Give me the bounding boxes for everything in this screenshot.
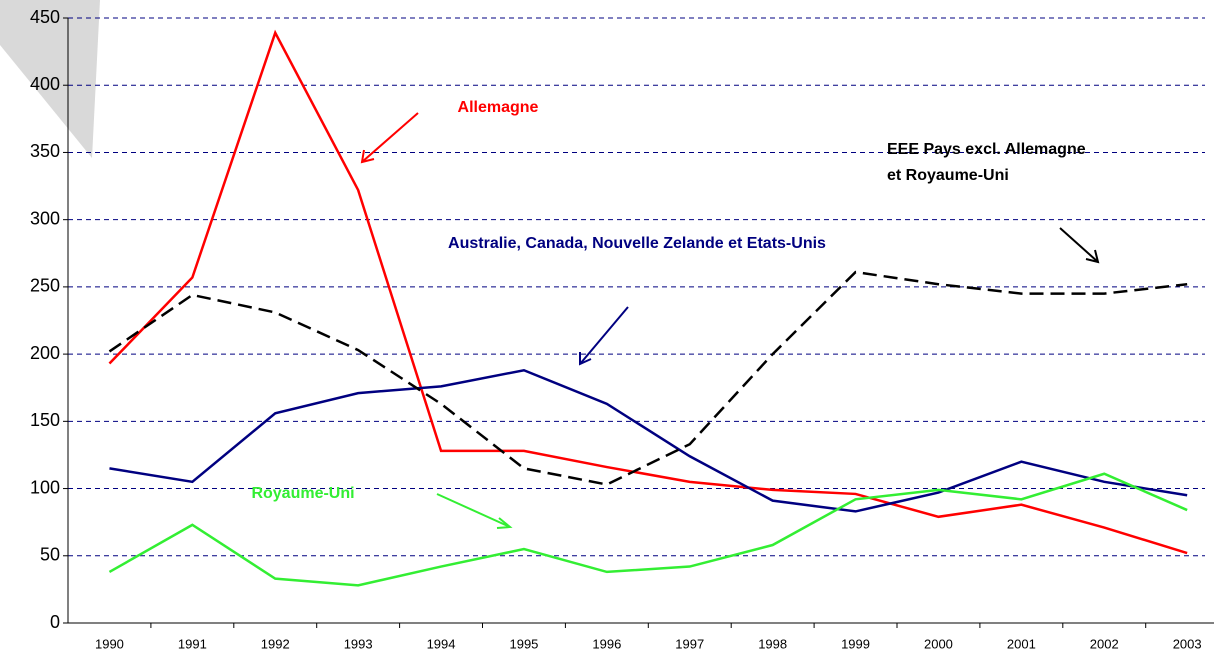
y-tick-label: 400	[30, 74, 60, 94]
arrows	[360, 112, 1100, 529]
y-tick-label: 150	[30, 410, 60, 430]
arrow	[1059, 227, 1100, 264]
x-tick-label: 1995	[509, 636, 538, 651]
x-tick-label: 1993	[344, 636, 373, 651]
series-label: Allemagne	[457, 99, 539, 116]
y-tick-label: 50	[40, 545, 60, 565]
series-line	[109, 368, 1188, 513]
x-tick-label: 1994	[427, 636, 456, 651]
x-tick-label: 1996	[592, 636, 621, 651]
arrow	[360, 112, 419, 164]
y-tick-label: 450	[30, 7, 60, 27]
y-tick-label: 0	[50, 612, 60, 632]
x-tick-label: 2002	[1090, 636, 1119, 651]
x-tick-label: 1990	[95, 636, 124, 651]
x-tick-label: 1999	[841, 636, 870, 651]
x-tick-label: 1997	[675, 636, 704, 651]
series-label: Australie, Canada, Nouvelle Zelande et E…	[448, 235, 826, 252]
arrow	[579, 306, 629, 366]
x-tick-label: 2003	[1173, 636, 1202, 651]
series-line	[108, 270, 1188, 486]
x-tick-label: 1992	[261, 636, 290, 651]
series-label: EEE Pays excl. Allemagne et Royaume-Uni	[887, 141, 1086, 184]
series-line	[108, 29, 1188, 555]
series-line	[108, 472, 1188, 587]
y-tick-label: 300	[30, 208, 60, 228]
x-tick-label: 2000	[924, 636, 953, 651]
y-tick-label: 350	[30, 141, 60, 161]
x-tick-label: 1998	[758, 636, 787, 651]
arrow	[436, 493, 513, 529]
y-tick-label: 200	[30, 343, 60, 363]
decoration	[0, 0, 100, 158]
x-tick-label: 2001	[1007, 636, 1036, 651]
series-label: Royaume-Uni	[251, 485, 355, 502]
y-tick-label: 100	[30, 477, 60, 497]
x-tick-label: 1991	[178, 636, 207, 651]
y-tick-label: 250	[30, 276, 60, 296]
